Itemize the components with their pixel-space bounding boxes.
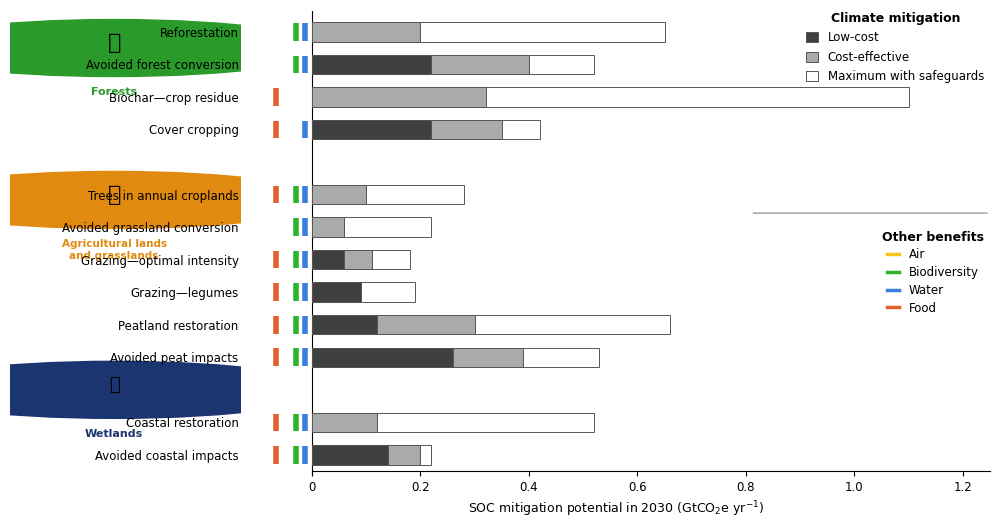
Text: Agricultural lands
and grasslands: Agricultural lands and grasslands	[62, 239, 167, 261]
Bar	[312, 250, 410, 269]
Bar	[312, 120, 540, 139]
Bar	[312, 54, 529, 74]
Bar	[312, 445, 420, 464]
Bar	[312, 348, 453, 367]
Bar	[312, 22, 420, 41]
Bar	[312, 315, 475, 334]
Circle shape	[0, 169, 334, 231]
Bar	[312, 22, 665, 41]
Bar	[312, 445, 388, 464]
Bar	[312, 217, 431, 237]
Text: Forests: Forests	[91, 87, 137, 97]
Circle shape	[0, 359, 334, 421]
Bar	[312, 413, 594, 432]
Bar	[312, 120, 502, 139]
Bar	[312, 445, 431, 464]
Text: 🌳: 🌳	[107, 33, 121, 53]
Bar	[312, 348, 523, 367]
Bar	[312, 282, 361, 302]
Bar	[312, 315, 670, 334]
Bar	[312, 185, 366, 204]
Bar	[312, 54, 594, 74]
Bar	[312, 282, 361, 302]
Text: Wetlands: Wetlands	[85, 429, 143, 439]
Bar	[312, 250, 372, 269]
Text: 🌊: 🌊	[109, 376, 120, 394]
Bar	[312, 250, 344, 269]
Legend: Air, Biodiversity, Water, Food: Air, Biodiversity, Water, Food	[882, 231, 984, 315]
Circle shape	[0, 17, 334, 79]
Bar	[312, 413, 377, 432]
Bar	[312, 282, 415, 302]
X-axis label: SOC mitigation potential in 2030 (GtCO$_2$e yr$^{-1}$): SOC mitigation potential in 2030 (GtCO$_…	[468, 499, 764, 519]
Bar	[312, 87, 486, 107]
Bar	[312, 315, 377, 334]
Bar	[312, 348, 599, 367]
Bar	[312, 87, 909, 107]
Bar	[312, 120, 431, 139]
Bar	[312, 185, 464, 204]
Text: 🌾: 🌾	[107, 185, 121, 205]
Bar	[312, 217, 344, 237]
Bar	[312, 54, 431, 74]
